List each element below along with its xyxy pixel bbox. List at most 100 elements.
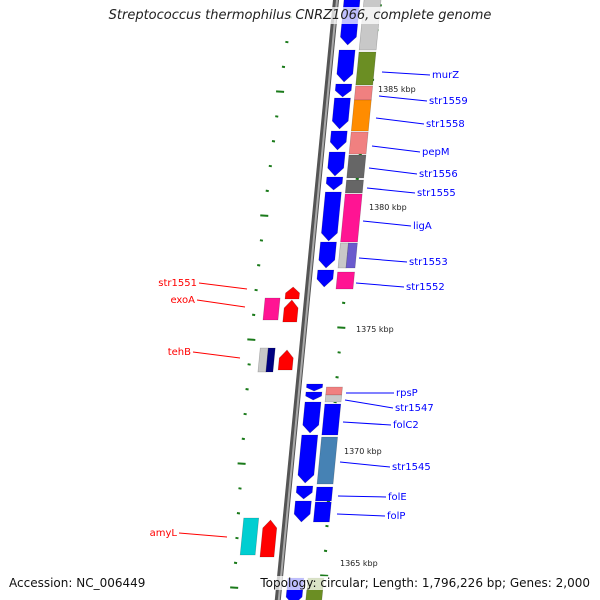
gene-label-folC2[interactable]: folC2 — [393, 420, 419, 431]
label-leader-line — [336, 513, 386, 517]
label-leader-line — [178, 532, 228, 538]
gene-arrow[interactable] — [325, 176, 344, 191]
label-leader-line — [375, 117, 425, 125]
gene-label-murZ[interactable]: murZ — [432, 70, 459, 81]
gene-feature[interactable] — [239, 517, 260, 556]
tick-mark — [254, 288, 258, 292]
tick-mark — [247, 363, 251, 366]
gene-arrow[interactable] — [336, 49, 356, 83]
gene-arrow[interactable] — [302, 401, 322, 434]
label-leader-line — [339, 461, 391, 468]
gene-feature[interactable] — [355, 51, 377, 86]
gene-arrow[interactable] — [327, 151, 346, 177]
tick-mark — [268, 164, 272, 168]
gene-label-ligA[interactable]: ligA — [413, 221, 432, 232]
tick-mark — [237, 462, 246, 465]
gene-feature[interactable] — [321, 403, 342, 436]
gene-label-str1545[interactable]: str1545 — [392, 462, 431, 473]
tick-mark — [259, 239, 264, 242]
gene-feature[interactable] — [344, 179, 364, 194]
tick-mark — [337, 326, 346, 329]
tick-mark — [341, 301, 346, 305]
gene-arrow[interactable] — [293, 500, 312, 523]
gene-label-pepM[interactable]: pepM — [422, 147, 449, 158]
tick-mark — [335, 376, 339, 379]
gene-feature[interactable] — [340, 193, 363, 243]
tick-mark — [285, 40, 289, 44]
gene-label-str1551[interactable]: str1551 — [158, 278, 197, 289]
gene-label-tehB[interactable]: tehB — [168, 347, 191, 358]
gene-label-str1555[interactable]: str1555 — [417, 188, 456, 199]
tick-mark — [236, 512, 241, 515]
gene-arrow[interactable] — [334, 83, 353, 98]
gene-arrow[interactable] — [318, 241, 337, 269]
gene-label-str1558[interactable]: str1558 — [426, 119, 465, 130]
gene-feature[interactable] — [345, 242, 358, 269]
tick-mark — [238, 487, 242, 490]
gene-feature[interactable] — [265, 347, 276, 373]
label-leader-line — [362, 220, 412, 227]
gene-arrow[interactable] — [329, 130, 348, 151]
scale-label: 1385 kbp — [378, 85, 416, 94]
tick-mark — [355, 177, 359, 181]
gene-label-str1552[interactable]: str1552 — [406, 282, 445, 293]
tick-mark — [326, 500, 331, 503]
gene-arrow[interactable] — [316, 269, 335, 288]
gene-label-folE[interactable]: folE — [388, 492, 407, 503]
gene-arrow[interactable] — [321, 191, 342, 242]
gene-arrow[interactable] — [259, 519, 278, 558]
label-leader-line — [358, 257, 408, 263]
tick-mark — [230, 586, 239, 589]
gene-arrow[interactable] — [295, 485, 314, 500]
accession-text: Accession: NC_006449 — [9, 576, 146, 590]
gene-label-amyL[interactable]: amyL — [150, 528, 178, 539]
gene-label-str1556[interactable]: str1556 — [419, 169, 458, 180]
label-leader-line — [355, 282, 405, 288]
gene-arrow[interactable] — [284, 286, 300, 300]
gene-label-str1547[interactable]: str1547 — [395, 403, 434, 414]
tick-mark — [243, 412, 247, 416]
map-title: Streptococcus thermophilus CNRZ1066, com… — [0, 7, 600, 24]
gene-feature[interactable] — [324, 394, 343, 403]
gene-feature[interactable] — [350, 99, 372, 132]
gene-feature[interactable] — [313, 501, 332, 523]
gene-feature[interactable] — [335, 271, 355, 290]
gene-arrow[interactable] — [297, 434, 319, 484]
label-leader-line — [198, 282, 248, 290]
topology-text: Topology: circular; Length: 1,796,226 bp… — [260, 576, 590, 590]
gene-feature[interactable] — [353, 85, 373, 101]
gene-arrow[interactable] — [305, 391, 323, 401]
scale-label: 1365 kbp — [340, 559, 378, 568]
label-leader-line — [192, 351, 241, 359]
gene-feature[interactable] — [325, 386, 343, 396]
gene-label-str1559[interactable]: str1559 — [429, 96, 468, 107]
gene-arrow[interactable] — [282, 299, 299, 323]
gene-label-rpsP[interactable]: rpsP — [396, 388, 418, 399]
label-leader-line — [381, 71, 431, 76]
gene-label-exoA[interactable]: exoA — [170, 295, 195, 306]
gene-feature[interactable] — [315, 486, 334, 502]
gene-feature[interactable] — [348, 131, 369, 155]
tick-mark — [320, 574, 329, 577]
gene-arrow[interactable] — [331, 97, 351, 130]
scale-label: 1375 kbp — [356, 325, 394, 334]
tick-mark — [281, 65, 286, 69]
tick-mark — [247, 338, 256, 341]
tick-mark — [245, 388, 249, 391]
label-leader-line — [342, 421, 392, 426]
gene-feature[interactable] — [316, 436, 338, 485]
gene-label-folP[interactable]: folP — [387, 511, 405, 522]
gene-arrow[interactable] — [277, 349, 294, 371]
label-leader-line — [337, 495, 387, 498]
label-leader-line — [366, 187, 416, 194]
label-leader-line — [196, 299, 246, 308]
scale-label: 1370 kbp — [344, 447, 382, 456]
tick-mark — [271, 140, 276, 143]
backbone-highlight — [277, 0, 339, 600]
gene-label-str1553[interactable]: str1553 — [409, 257, 448, 268]
gene-feature[interactable] — [346, 154, 367, 179]
gene-arrow[interactable] — [306, 383, 324, 392]
tick-mark — [251, 313, 256, 317]
gene-feature[interactable] — [262, 297, 281, 321]
